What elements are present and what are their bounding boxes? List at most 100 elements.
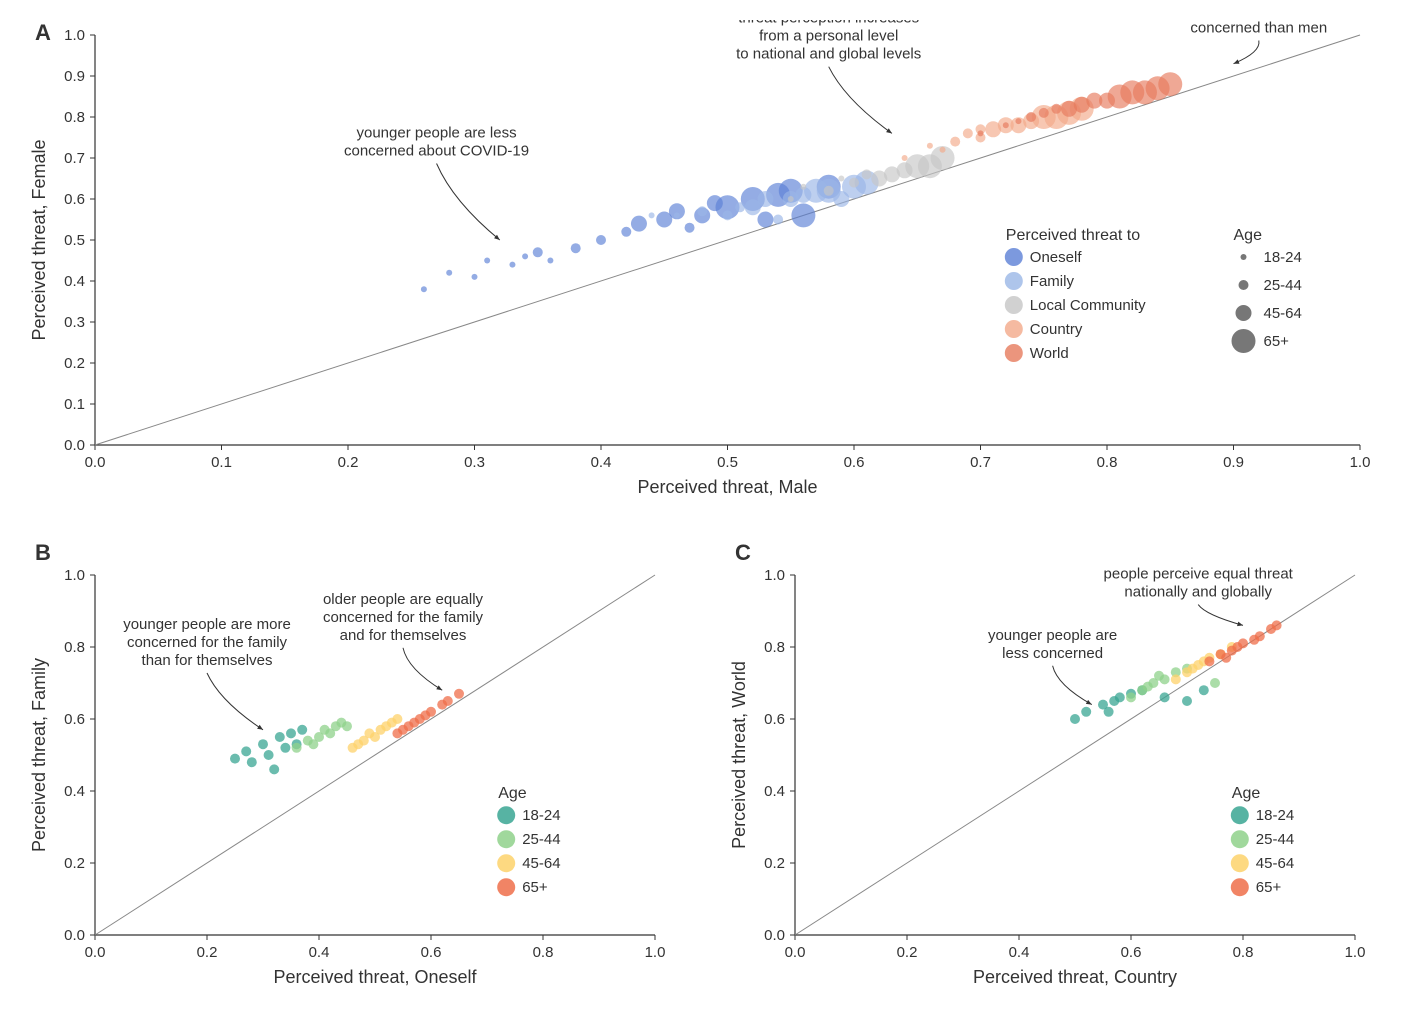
scatter-point (1171, 674, 1181, 684)
svg-text:0.8: 0.8 (764, 639, 785, 656)
scatter-point (596, 235, 606, 245)
scatter-point (269, 764, 279, 774)
scatter-point (426, 707, 436, 717)
svg-text:0.4: 0.4 (64, 783, 85, 800)
svg-text:Oneself: Oneself (1030, 249, 1083, 266)
svg-text:0.0: 0.0 (785, 944, 806, 961)
svg-text:0.8: 0.8 (1097, 454, 1118, 471)
scatter-point (522, 253, 528, 259)
svg-text:0.6: 0.6 (421, 944, 442, 961)
scatter-point (773, 215, 783, 225)
scatter-point (353, 739, 363, 749)
svg-text:0.8: 0.8 (64, 639, 85, 656)
scatter-point (631, 216, 647, 232)
scatter-point (800, 184, 806, 190)
svg-text:0.0: 0.0 (764, 927, 785, 944)
scatter-point (862, 169, 872, 179)
scatter-point (1115, 692, 1125, 702)
scatter-point (443, 696, 453, 706)
svg-text:25-44: 25-44 (1264, 277, 1302, 294)
svg-text:Perceived threat, Male: Perceived threat, Male (637, 477, 817, 497)
svg-text:Perceived threat, Female: Perceived threat, Female (29, 139, 49, 340)
scatter-point (297, 725, 307, 735)
scatter-point (963, 128, 973, 138)
scatter-point (472, 274, 478, 280)
scatter-point (547, 258, 553, 264)
svg-text:45-64: 45-64 (1264, 305, 1302, 322)
scatter-point (280, 743, 290, 753)
scatter-point (264, 750, 274, 760)
svg-text:0.4: 0.4 (309, 944, 330, 961)
svg-text:25-44: 25-44 (522, 831, 560, 848)
svg-text:Perceived threat, Country: Perceived threat, Country (973, 967, 1177, 987)
scatter-point (1272, 620, 1282, 630)
scatter-point (446, 270, 452, 276)
scatter-point (1051, 104, 1061, 114)
svg-text:0.9: 0.9 (1223, 454, 1244, 471)
scatter-point (1126, 692, 1136, 702)
scatter-point (533, 247, 543, 257)
svg-text:older people are equallyconcer: older people are equallyconcerned for th… (323, 591, 484, 644)
svg-text:0.3: 0.3 (64, 314, 85, 331)
svg-text:65+: 65+ (522, 879, 548, 896)
scatter-point (1160, 692, 1170, 702)
scatter-point (791, 203, 815, 227)
svg-text:0.6: 0.6 (764, 711, 785, 728)
scatter-point (484, 258, 490, 264)
svg-text:0.8: 0.8 (64, 109, 85, 126)
scatter-point (1081, 707, 1091, 717)
scatter-point (723, 210, 733, 220)
svg-text:0.7: 0.7 (64, 150, 85, 167)
svg-text:Perceived threat to: Perceived threat to (1006, 227, 1140, 244)
scatter-point (286, 728, 296, 738)
svg-text:0.6: 0.6 (844, 454, 865, 471)
svg-text:threat perception increasesfro: threat perception increasesfrom a person… (736, 20, 921, 63)
svg-text:younger people are lessconcern: younger people are lessconcerned about C… (344, 125, 529, 160)
svg-text:0.2: 0.2 (64, 355, 85, 372)
scatter-point (1210, 678, 1220, 688)
svg-text:0.5: 0.5 (64, 232, 85, 249)
scatter-point (1003, 122, 1009, 128)
svg-text:0.2: 0.2 (338, 454, 359, 471)
scatter-point (788, 196, 794, 202)
svg-text:people perceive equal threatna: people perceive equal threatnationally a… (1104, 566, 1294, 601)
svg-text:65+: 65+ (1264, 333, 1290, 350)
svg-text:0.7: 0.7 (970, 454, 991, 471)
svg-text:Perceived threat, World: Perceived threat, World (729, 661, 749, 849)
scatter-point (1026, 112, 1036, 122)
scatter-point (1015, 118, 1021, 124)
svg-text:0.6: 0.6 (64, 191, 85, 208)
scatter-point (735, 202, 745, 212)
svg-text:0.0: 0.0 (64, 927, 85, 944)
svg-text:Country: Country (1030, 321, 1083, 338)
scatter-point (258, 739, 268, 749)
svg-text:C: C (735, 540, 751, 565)
scatter-point (1255, 631, 1265, 641)
svg-text:0.4: 0.4 (64, 273, 85, 290)
scatter-point (940, 147, 946, 153)
scatter-point (1221, 653, 1231, 663)
svg-text:0.9: 0.9 (64, 68, 85, 85)
scatter-point (1070, 714, 1080, 724)
scatter-point (674, 212, 680, 218)
scatter-point (757, 212, 773, 228)
svg-text:Local Community: Local Community (1030, 297, 1146, 314)
scatter-point (241, 746, 251, 756)
svg-text:women are moreconcerned than m: women are moreconcerned than men (1190, 20, 1327, 37)
figure-root: 0.00.10.20.30.40.50.60.70.80.91.00.00.10… (20, 20, 1380, 990)
svg-text:0.6: 0.6 (64, 711, 85, 728)
svg-text:45-64: 45-64 (1256, 855, 1294, 872)
scatter-point (1039, 108, 1049, 118)
svg-text:45-64: 45-64 (522, 855, 560, 872)
svg-text:B: B (35, 540, 51, 565)
svg-text:0.4: 0.4 (591, 454, 612, 471)
scatter-point (927, 143, 933, 149)
scatter-point (950, 137, 960, 147)
svg-text:Age: Age (1234, 227, 1263, 244)
scatter-point (1143, 682, 1153, 692)
svg-text:0.0: 0.0 (85, 454, 106, 471)
scatter-point (649, 212, 655, 218)
scatter-point (275, 732, 285, 742)
scatter-point (838, 176, 844, 182)
svg-text:18-24: 18-24 (1264, 249, 1302, 266)
